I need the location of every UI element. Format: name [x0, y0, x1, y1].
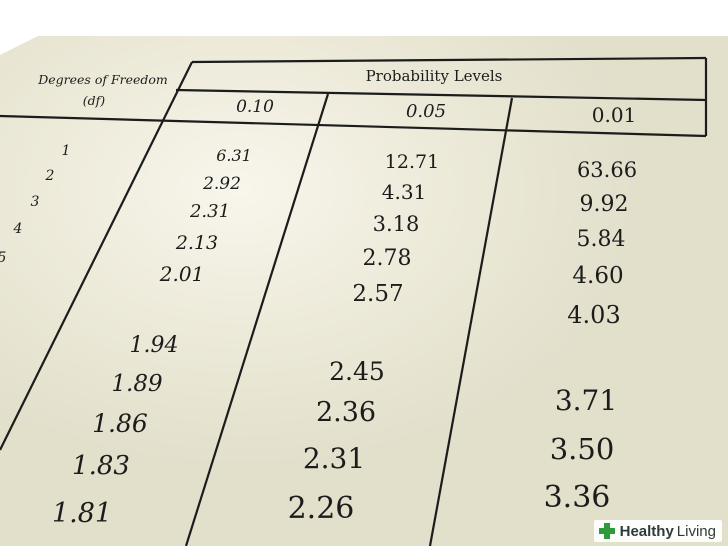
col-header-010: 0.10 [236, 97, 274, 117]
value-001-8: 3.36 [544, 480, 611, 515]
grid-line-col2 [428, 97, 514, 546]
watermark-living: Living [676, 522, 716, 540]
value-001-1: 63.66 [577, 158, 637, 182]
value-010-10: 1.81 [52, 498, 112, 529]
value-010-1: 6.31 [216, 146, 252, 165]
value-010-6: 1.94 [130, 333, 179, 358]
df-value-3: 3 [31, 194, 40, 210]
paper-sheet [0, 36, 728, 546]
header-texts: Degrees of Freedom (df) [37, 72, 168, 108]
df-value-1: 1 [62, 143, 71, 159]
value-005-2: 4.31 [382, 180, 427, 204]
grid-line-col1 [184, 93, 330, 546]
value-005-5: 2.57 [352, 281, 403, 307]
value-010-8: 1.86 [92, 409, 148, 438]
column-010-values: 6.31 2.92 2.31 2.13 2.01 1.94 1.89 1.86 1.83 1.81 [52, 146, 252, 529]
grid-line-prob [175, 88, 707, 102]
watermark: Healthy Living [593, 520, 722, 542]
df-value-4: 4 [13, 221, 23, 237]
df-column: 12345 [0, 143, 70, 266]
df-abbrev: (df) [83, 93, 106, 108]
value-005-6: 2.45 [329, 357, 385, 386]
value-001-7: 3.50 [550, 432, 615, 466]
df-value-5: 5 [0, 250, 7, 266]
value-005-7: 2.36 [316, 397, 376, 428]
table-grid [0, 56, 708, 546]
df-title: Degrees of Freedom [37, 72, 168, 87]
value-005-3: 3.18 [373, 212, 420, 236]
value-010-2: 2.92 [202, 174, 241, 194]
df-value-2: 2 [45, 168, 55, 184]
grid-line-header [0, 114, 707, 138]
col-header-005: 0.05 [406, 101, 446, 122]
probability-levels-title: Probability Levels [366, 67, 503, 85]
value-001-2: 9.92 [580, 192, 629, 217]
column-005-values: 12.71 4.31 3.18 2.78 2.57 2.45 2.36 2.31 2.26 [288, 151, 440, 526]
column-headers: 0.10 0.05 [236, 97, 446, 122]
medical-cross-icon [598, 523, 615, 539]
value-010-5: 2.01 [159, 262, 205, 286]
grid-line-top [191, 56, 707, 64]
value-001-6: 3.71 [555, 384, 617, 417]
watermark-healthy: Healthy [619, 522, 674, 540]
value-010-3: 2.31 [189, 201, 230, 222]
value-010-4: 2.13 [175, 232, 218, 254]
value-005-8: 2.31 [303, 442, 365, 475]
value-010-7: 1.89 [111, 371, 162, 397]
value-005-4: 2.78 [363, 246, 412, 271]
value-001-5: 4.03 [567, 301, 620, 329]
value-001-3: 5.84 [577, 227, 626, 252]
column-001-values: 63.66 9.92 5.84 4.60 4.03 3.71 3.50 3.36 [544, 158, 637, 515]
value-005-9: 2.26 [288, 491, 355, 526]
col-header-001: 0.01 [592, 103, 637, 127]
grid-line-df [0, 61, 193, 451]
value-005-1: 12.71 [385, 151, 439, 173]
value-001-4: 4.60 [572, 263, 623, 289]
value-010-9: 1.83 [72, 451, 130, 481]
